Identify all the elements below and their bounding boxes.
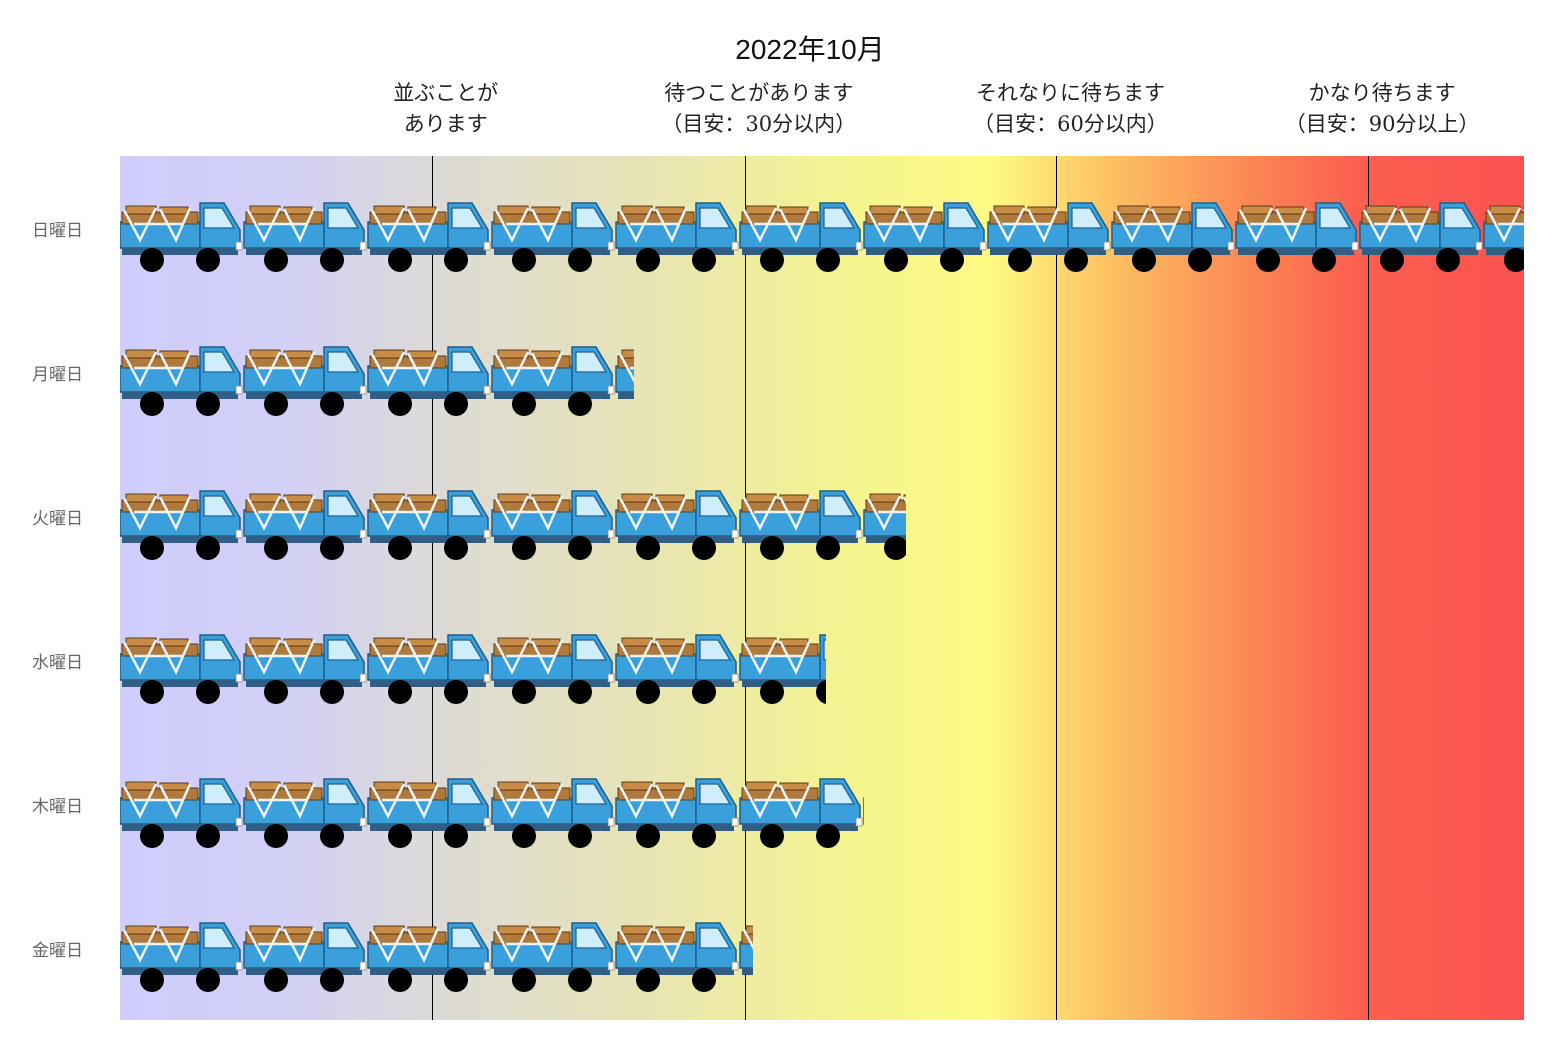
dump-truck-icon <box>490 633 616 706</box>
dump-truck-icon <box>120 777 244 850</box>
dump-truck-icon <box>242 201 368 274</box>
dump-truck-icon <box>1234 201 1360 274</box>
dump-truck-icon <box>862 489 906 562</box>
zone-label-3: かなり待ちます （目安：90分以上） <box>1232 78 1532 140</box>
row-label: 月曜日 <box>32 365 83 385</box>
bar-0 <box>120 196 1524 280</box>
zone-label-line: 待つことがあります <box>664 81 854 105</box>
dump-truck-icon <box>242 489 368 562</box>
plot-area <box>120 156 1524 1020</box>
bar-5 <box>120 916 753 1000</box>
zone-divider-1 <box>745 156 746 1020</box>
zone-label-line: それなりに待ちます <box>975 81 1165 105</box>
dump-truck-icon <box>1110 201 1236 274</box>
bar-1 <box>120 340 634 424</box>
truck-row-svg <box>120 921 753 994</box>
dump-truck-icon <box>1482 201 1524 274</box>
dump-truck-icon <box>738 633 826 706</box>
row-label: 火曜日 <box>32 509 83 529</box>
zone-label-line: かなり待ちます <box>1308 81 1456 105</box>
truck-row-svg <box>120 201 1524 274</box>
truck-row-svg <box>120 633 826 706</box>
dump-truck-icon <box>986 201 1112 274</box>
dump-truck-icon <box>242 921 368 994</box>
dump-truck-icon <box>738 201 864 274</box>
truck-row-svg <box>120 777 864 850</box>
zone-label-line: （目安：90分以上） <box>1284 112 1480 136</box>
dump-truck-icon <box>1358 201 1484 274</box>
dump-truck-icon <box>862 201 988 274</box>
dump-truck-icon <box>738 489 864 562</box>
bar-3 <box>120 628 826 712</box>
dump-truck-icon <box>614 201 740 274</box>
truck-row-svg <box>120 489 906 562</box>
dump-truck-icon <box>614 489 740 562</box>
dump-truck-icon <box>366 489 492 562</box>
zone-label-0: 並ぶことが あります <box>296 78 596 140</box>
dump-truck-icon <box>614 777 740 850</box>
dump-truck-icon <box>738 777 864 850</box>
dump-truck-icon <box>614 633 740 706</box>
dump-truck-icon <box>366 921 492 994</box>
dump-truck-icon <box>490 777 616 850</box>
dump-truck-icon <box>120 345 244 418</box>
dump-truck-icon <box>120 921 244 994</box>
dump-truck-icon <box>490 345 616 418</box>
dump-truck-icon <box>490 921 616 994</box>
dump-truck-icon <box>242 777 368 850</box>
dump-truck-icon <box>366 777 492 850</box>
dump-truck-icon <box>242 345 368 418</box>
zone-label-1: 待つことがあります （目安：30分以内） <box>609 78 909 140</box>
dump-truck-icon <box>614 345 634 418</box>
zone-label-line: あります <box>403 112 488 136</box>
dump-truck-icon <box>120 633 244 706</box>
zone-divider-3 <box>1368 156 1369 1020</box>
chart-title: 2022年10月 <box>735 34 885 65</box>
row-label: 木曜日 <box>32 797 83 817</box>
row-label: 金曜日 <box>32 941 83 961</box>
dump-truck-icon <box>366 201 492 274</box>
dump-truck-icon <box>614 921 740 994</box>
dump-truck-icon <box>242 633 368 706</box>
row-label: 水曜日 <box>32 653 83 673</box>
zone-label-line: （目安：30分以内） <box>661 112 857 136</box>
truck-row-svg <box>120 345 634 418</box>
dump-truck-icon <box>490 201 616 274</box>
bar-2 <box>120 484 906 568</box>
dump-truck-icon <box>366 345 492 418</box>
zone-label-line: 並ぶことが <box>393 81 499 105</box>
row-label: 日曜日 <box>32 221 83 241</box>
dump-truck-icon <box>120 489 244 562</box>
dump-truck-icon <box>120 201 244 274</box>
zone-label-2: それなりに待ちます （目安：60分以内） <box>920 78 1220 140</box>
zone-divider-0 <box>432 156 433 1020</box>
dump-truck-icon <box>366 633 492 706</box>
bar-4 <box>120 772 864 856</box>
zone-label-line: （目安：60分以内） <box>973 112 1168 136</box>
zone-divider-2 <box>1056 156 1057 1020</box>
dump-truck-icon <box>738 921 753 994</box>
dump-truck-icon <box>490 489 616 562</box>
